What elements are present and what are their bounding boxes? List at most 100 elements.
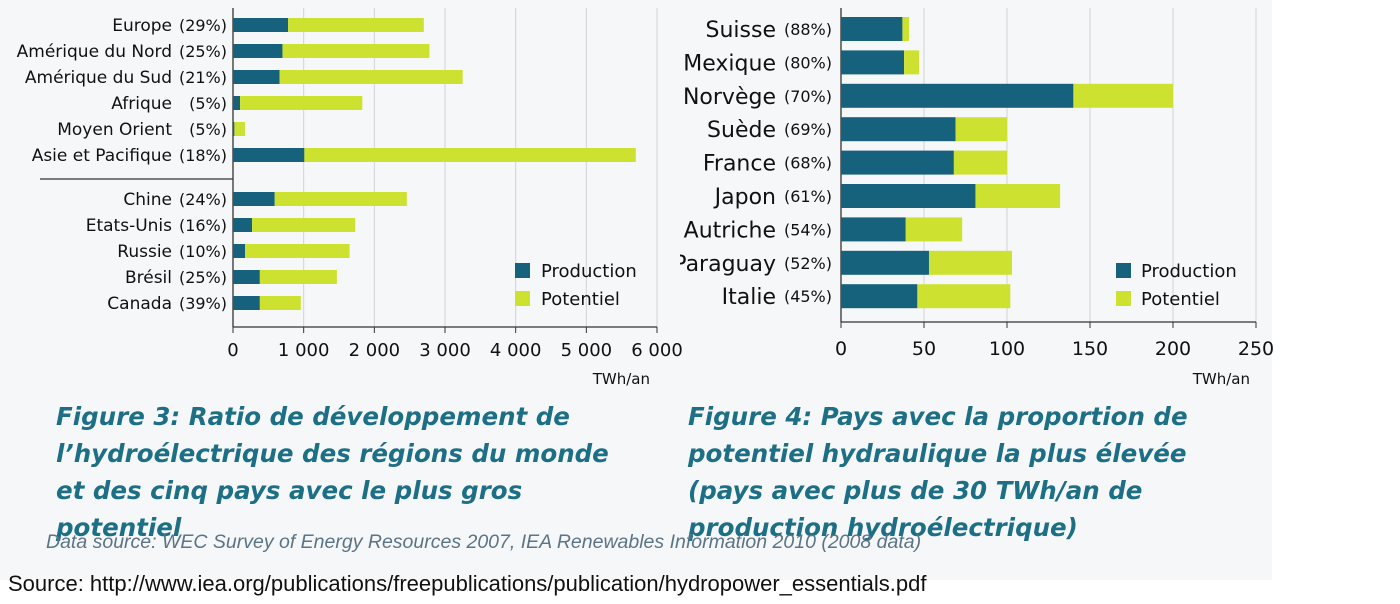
x-tick-label: 3 000 [419,340,471,361]
bar-production [841,150,954,175]
x-tick-label: 4 000 [490,340,542,361]
data-source-note: Data source: WEC Survey of Energy Resour… [46,531,922,553]
bar-potentiel [905,217,963,242]
category-label: Afrique [111,94,172,114]
category-label: Italie [722,285,776,310]
category-label: Canada [107,294,172,314]
category-label: Paraguay [680,252,776,277]
bar-production [841,217,906,242]
bar-potentiel [1073,83,1173,108]
figure-3-chart: 0 1 000 2 000 3 000 4 000 5 000 6 000 TWh/an Eur… [17,8,683,388]
category-label: Brésil [125,268,172,288]
bar-potentiel [252,218,356,232]
category-label: Asie et Pacifique [32,146,172,166]
bar-potentiel [259,270,337,284]
legend-label-potentiel: Potentiel [541,289,620,310]
ratio-label: (24%) [179,190,227,209]
bar-production [233,148,305,162]
bar-production [233,296,260,310]
bar-production [841,50,905,75]
bar-production [233,244,246,258]
bar-potentiel [304,148,636,162]
bar-potentiel [259,296,301,310]
figure-4-caption: Figure 4: Pays avec la proportion de pot… [688,402,1188,542]
bar-potentiel [279,70,463,84]
bar-potentiel [245,244,350,258]
bar-production [841,17,903,41]
bar-potentiel [955,117,1007,142]
ratio-label: (68%) [784,154,832,173]
category-label: Chine [123,190,172,210]
ratio-label: (21%) [179,68,227,87]
x-tick-label: 1 000 [278,340,330,361]
x-tick-label: 150 [1072,338,1108,360]
ratio-label: (54%) [784,220,832,239]
bar-production [233,44,283,58]
category-label: France [703,152,776,177]
legend-swatch-potentiel [1116,291,1131,306]
category-label: Norvège [683,85,776,110]
bar-production [233,96,241,110]
category-label: Suède [707,118,776,143]
ratio-label: (25%) [179,42,227,61]
bar-production [233,218,253,232]
ratio-label: (16%) [179,216,227,235]
x-tick-label: 0 [835,338,847,360]
ratio-label: (39%) [179,294,227,313]
ratio-label: (80%) [784,53,832,72]
bar-production [233,122,235,136]
x-tick-label: 5 000 [561,340,613,361]
x-tick-label: 2 000 [349,340,401,361]
x-tick-label: 0 [227,340,238,361]
bar-production [841,184,976,208]
category-label: Suisse [706,18,776,43]
bar-potentiel [282,44,430,58]
category-label: Moyen Orient [57,120,172,140]
x-unit-label: TWh/an [592,370,650,388]
ratio-label: (29%) [179,16,227,35]
bar-production [233,270,260,284]
bar-production [233,192,275,206]
legend-label-production: Production [1141,261,1237,282]
ratio-label: (18%) [179,146,227,165]
ratio-label: (52%) [784,254,832,273]
figure-4-chart: 0 50 100 150 200 250 TWh/an Suisse (88%) Mexique (… [680,8,1274,388]
category-label: Mexique [683,51,776,76]
figure-3-caption: Figure 3: Ratio de développement de l’hy… [56,402,609,542]
category-label: Amérique du Nord [17,42,172,62]
ratio-label: (70%) [784,87,832,106]
bar-production [841,284,918,309]
bar-potentiel [274,192,407,206]
bar-production [233,70,280,84]
bar-potentiel [928,250,1012,275]
ratio-label: (5%) [189,120,227,139]
legend-label-potentiel: Potentiel [1141,289,1220,310]
bar-production [233,18,289,32]
ratio-label: (69%) [784,120,832,139]
category-label: Russie [117,242,172,262]
legend-swatch-potentiel [515,291,530,306]
category-label: Autriche [684,218,776,243]
bar-potentiel [917,284,1011,309]
legend-swatch-production [1116,263,1131,278]
ratio-label: (88%) [784,20,832,39]
x-tick-label: 50 [912,338,936,360]
category-label: Etats-Unis [86,216,172,236]
bar-production [841,117,956,142]
category-label: Amérique du Sud [25,68,172,88]
category-label: Europe [112,16,172,36]
x-unit-label: TWh/an [1192,370,1250,388]
bar-potentiel [240,96,363,110]
ratio-label: (25%) [179,268,227,287]
x-tick-label: 100 [989,338,1025,360]
ratio-label: (45%) [784,287,832,306]
category-label: Japon [713,185,776,210]
x-tick-label: 200 [1155,338,1191,360]
bar-production [841,250,929,275]
bar-potentiel [904,50,920,75]
bar-potentiel [975,184,1061,208]
ratio-label: (5%) [189,94,227,113]
bar-potentiel [902,17,910,41]
bar-potentiel [234,122,246,136]
legend-swatch-production [515,263,530,278]
